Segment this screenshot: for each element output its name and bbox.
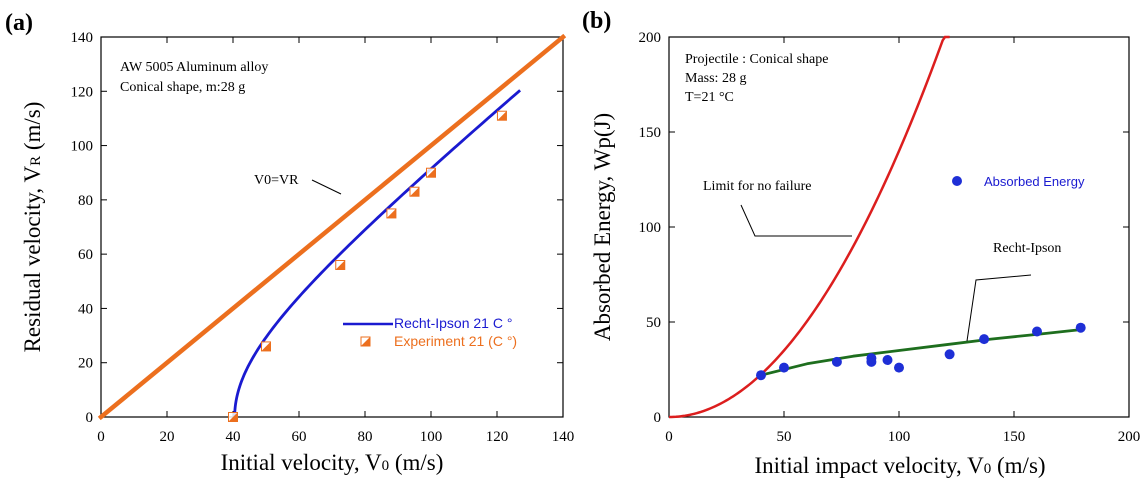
chart-b-x-axis-title: Initial impact velocity, V0 (m/s) [754,453,1045,478]
chart-b-y-tick-label: 150 [639,125,662,141]
chart-b-y-tick-label: 100 [639,220,662,236]
chart-b-absorbed-energy-point [944,349,955,360]
chart-b-panel-label: (b) [582,8,611,34]
chart-b-plot-frame [668,36,1130,418]
chart-a-plot-frame [100,36,564,418]
chart-a-x-axis-title: Initial velocity, V0 (m/s) [221,450,444,475]
chart-b-ticks: 0 50 100 150 200 0 50 100 150 200 [639,30,1141,445]
chart-b-legend-label: Absorbed Energy [984,174,1085,189]
chart-a-legend-label-model: Recht-Ipson 21 C ° [394,315,512,331]
chart-b-annotation-projectile: Projectile : Conical shape [685,52,828,67]
chart-a-series-identity-line [97,33,567,421]
chart-b-absorbed-energy-point [866,353,877,364]
chart-b-annotation-limit: Limit for no failure [703,179,811,194]
chart-b-y-tick-label: 50 [646,315,661,331]
chart-a-x-tick-label: 100 [420,429,443,445]
chart-b-absorbed-energy-point [779,362,789,373]
chart-a-experiment-marker [409,186,420,197]
chart-b-x-tick-label: 0 [665,429,673,445]
chart-a-legend-label-experiment: Experiment 21 (C °) [394,333,517,349]
chart-a-y-tick-label: 120 [71,84,94,100]
chart-b-annotation-mass: Mass: 28 g [685,71,746,86]
chart-b-y-axis-title: Absorbed Energy, Wp(J) [590,113,615,341]
chart-b-annotation-model-leader [966,274,1032,342]
chart-b-annotation-limit-leader [740,204,852,237]
chart-a-experiment-marker [261,341,271,352]
chart-b-series-recht-ipson-line [760,328,1081,377]
chart-a-annotation-line: V0=VR [254,173,299,188]
chart-b-x-tick-label: 50 [777,429,792,445]
chart-b-absorbed-energy-point [831,356,842,367]
chart-b-x-tick-label: 100 [888,429,911,445]
chart-a-y-tick-label: 0 [86,410,94,426]
chart-b-absorbed-energy-point [894,362,904,373]
chart-a-x-tick-label: 40 [226,429,241,445]
chart-a-experiment-marker [426,167,436,178]
chart-a-experiment-marker [228,412,238,422]
chart-a-experiment-marker [335,260,346,270]
chart-a-experiment-marker [386,208,397,219]
chart-a-annotation-shape: Conical shape, m:28 g [120,80,245,95]
chart-b-legend: Absorbed Energy [952,174,1085,189]
chart-b-annotation-model: Recht-Ipson [993,241,1061,256]
chart-a-legend-marker-fill [361,337,370,346]
chart-b-x-tick-label: 150 [1003,429,1026,445]
chart-b: (b) 0 50 100 150 200 0 50 100 150 200 Projectile … [582,8,1140,478]
chart-a-experiment-marker [496,110,507,121]
chart-b-annotation-temperature: T=21 °C [685,90,734,105]
chart-b-absorbed-energy-point [979,334,990,345]
chart-b-x-tick-label: 200 [1118,429,1141,445]
chart-a-legend: Recht-Ipson 21 C ° Experiment 21 (C °) [343,315,517,349]
chart-b-absorbed-energy-point [756,370,766,381]
chart-a-x-tick-label: 0 [97,429,105,445]
chart-a-y-tick-label: 40 [78,301,93,317]
chart-b-series-limit-line [668,35,950,419]
chart-b-series [668,35,1086,419]
chart-a-y-tick-label: 20 [78,356,93,372]
chart-b-y-tick-label: 0 [654,410,662,426]
chart-a-x-tick-label: 120 [486,429,509,445]
chart-a-x-tick-label: 60 [292,429,307,445]
chart-a-ticks: 0 20 40 60 80 100 120 140 0 20 40 60 80 100 120 140 [71,30,575,445]
chart-a-series [97,33,567,422]
chart-b-absorbed-energy-point [882,355,893,365]
chart-a-y-axis-title: Residual velocity, VR (m/s) [20,102,45,353]
chart-a-x-tick-label: 140 [552,429,575,445]
chart-a-panel-label: (a) [5,10,33,36]
chart-a-x-tick-label: 80 [358,429,373,445]
chart-a-y-tick-label: 60 [78,247,93,263]
chart-a-annotation-leader [311,179,342,195]
chart-b-absorbed-energy-point [1032,326,1042,337]
chart-a-series-recht-ipson-line [233,89,522,418]
chart-a-y-tick-label: 140 [71,30,94,46]
chart-b-legend-marker [952,176,962,186]
chart-a-y-tick-label: 80 [78,193,93,209]
chart-b-absorbed-energy-point [1075,322,1086,333]
chart-a: (a) 0 20 40 60 80 100 120 140 0 20 40 60 80 100 120 140… [5,10,574,475]
chart-a-annotation-alloy: AW 5005 Aluminum alloy [120,60,268,75]
chart-a-y-tick-label: 100 [71,139,94,155]
chart-a-x-tick-label: 20 [160,429,175,445]
chart-b-y-tick-label: 200 [639,30,662,46]
